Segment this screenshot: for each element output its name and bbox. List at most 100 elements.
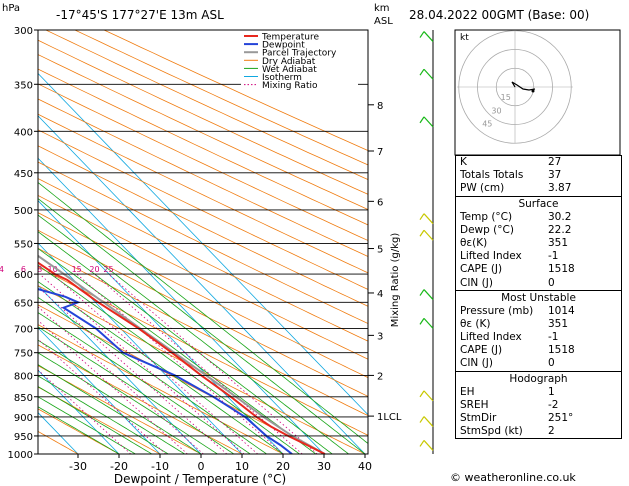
index-row: Totals Totals 37 [456, 169, 621, 182]
pressure-label: 400 [14, 127, 33, 138]
wet-adiabat-line [38, 364, 185, 454]
temperature-label: 0 [198, 460, 205, 473]
wet-adiabat-line [38, 198, 366, 454]
mixing-ratio-label: 15 [72, 265, 82, 274]
index-label: Pressure (mb) [460, 304, 534, 317]
mixing-ratio-label: 4 [0, 265, 4, 274]
isotherm-line [38, 115, 366, 454]
wind-barb-flag [419, 416, 425, 423]
indices-surface: Temp (°C) 30.2 Dewp (°C) 22.2 θε(K) 351 Lifted… [456, 211, 621, 290]
indices-panel: K 27 Totals Totals 37 PW (cm) 3.87 Surface Te… [455, 155, 622, 440]
legend-label: Temperature [261, 33, 319, 43]
isotherm-line [38, 412, 79, 454]
wind-barb-flag [419, 116, 425, 124]
pressure-label: 900 [14, 413, 33, 424]
temperature-label: -10 [151, 460, 169, 473]
temperature-label: -30 [69, 460, 87, 473]
wind-barb [423, 317, 434, 329]
dry-adiabat-line [38, 229, 368, 397]
mixing-ratio-label: 10 [48, 265, 58, 274]
km-label: 7 [377, 147, 383, 158]
temperature-label: 20 [276, 460, 290, 473]
parcel-trajectory-curve [38, 254, 326, 454]
index-row: CIN (J) 0 [456, 357, 621, 370]
index-value: 2 [548, 425, 555, 438]
hodograph-unit: kt [460, 33, 469, 43]
pressure-label: 300 [14, 26, 33, 37]
temperature-label: -20 [110, 460, 128, 473]
dry-adiabat-line [38, 430, 79, 454]
index-value: 0 [548, 276, 555, 289]
wind-barb [423, 416, 434, 427]
mixing-ratio-line [52, 273, 259, 454]
index-label: Temp (°C) [460, 210, 513, 223]
isotherm-line [38, 72, 368, 416]
index-label: θε (K) [460, 317, 491, 330]
index-label: StmSpd (kt) [460, 425, 523, 438]
pressure-label: 700 [14, 324, 33, 335]
index-label: SREH [460, 398, 489, 411]
dry-adiabat-line [38, 145, 368, 307]
mixing-ratio-label: 25 [103, 265, 113, 274]
footer-credit[interactable]: © weatheronline.co.uk [450, 471, 576, 484]
mixing-ratio-line [38, 338, 167, 454]
wind-barb [423, 68, 434, 80]
index-value: 1518 [548, 344, 575, 357]
isotherm-line [38, 200, 284, 454]
index-row: K 27 [456, 156, 621, 169]
temperature-label: 10 [235, 460, 249, 473]
index-value: 3.87 [548, 182, 572, 195]
wet-adiabat-line [38, 386, 153, 454]
wet-adiabat-line [38, 396, 136, 454]
wind-barb-flag [419, 31, 425, 38]
wind-barb-flag [419, 213, 425, 221]
mixing-ratio-label: 8 [37, 265, 42, 274]
index-value: 1518 [548, 263, 575, 276]
hodograph-ring-label: 15 [501, 93, 511, 102]
pressure-label: 1000 [8, 450, 33, 461]
index-value: 0 [548, 357, 555, 370]
wet-adiabat-line [38, 312, 251, 454]
mixing-ratio-label: 6 [21, 265, 26, 274]
dry-adiabat-line [38, 98, 368, 257]
wind-barb-flag [419, 440, 425, 447]
mixing-ratio-line [76, 273, 284, 454]
isotherm-line [38, 157, 325, 454]
index-value: 37 [548, 169, 562, 182]
km-label: 3 [377, 331, 383, 342]
pressure-label: 550 [14, 239, 33, 250]
mixing-ratio-line [38, 306, 204, 454]
dry-adiabat-line [38, 178, 368, 342]
dry-adiabat-line [38, 304, 325, 454]
index-value: 30.2 [548, 210, 572, 223]
km-label: 2 [377, 371, 383, 382]
index-row: Dewp (°C) 22.2 [456, 224, 621, 237]
wet-adiabat-line [38, 406, 120, 454]
dry-adiabat-line [38, 212, 368, 379]
index-row: StmSpd (kt) 2 [456, 425, 621, 438]
mixing-ratio-label: 20 [89, 265, 99, 274]
wind-barbs [419, 30, 434, 454]
indices-unstable: Pressure (mb) 1014 θε (K) 351 Lifted Index -1… [456, 305, 621, 371]
dry-adiabat-line [38, 324, 284, 454]
index-value: 351 [548, 317, 569, 330]
index-row: PW (cm) 3.87 [456, 182, 621, 195]
surface-title: Surface [518, 197, 559, 210]
index-row: Pressure (mb) 1014 [456, 305, 621, 318]
dry-adiabat-line [38, 54, 368, 210]
dry-adiabat-line [38, 386, 161, 454]
wind-barb [423, 229, 434, 241]
indices-top: K 27 Totals Totals 37 PW (cm) 3.87 [456, 156, 621, 196]
legend-label: Dewpoint [262, 41, 305, 51]
index-label: Lifted Index [460, 250, 522, 263]
index-value: 22.2 [548, 223, 572, 236]
pressure-label: 950 [14, 432, 33, 443]
wet-adiabat-line [38, 339, 218, 454]
index-label: CAPE (J) [460, 263, 503, 276]
mixing-ratio-line [39, 273, 245, 454]
km-label: 6 [377, 197, 383, 208]
index-row: SREH -2 [456, 399, 621, 412]
legend-label: Wet Adiabat [262, 65, 317, 75]
pressure-label: 350 [14, 80, 33, 91]
